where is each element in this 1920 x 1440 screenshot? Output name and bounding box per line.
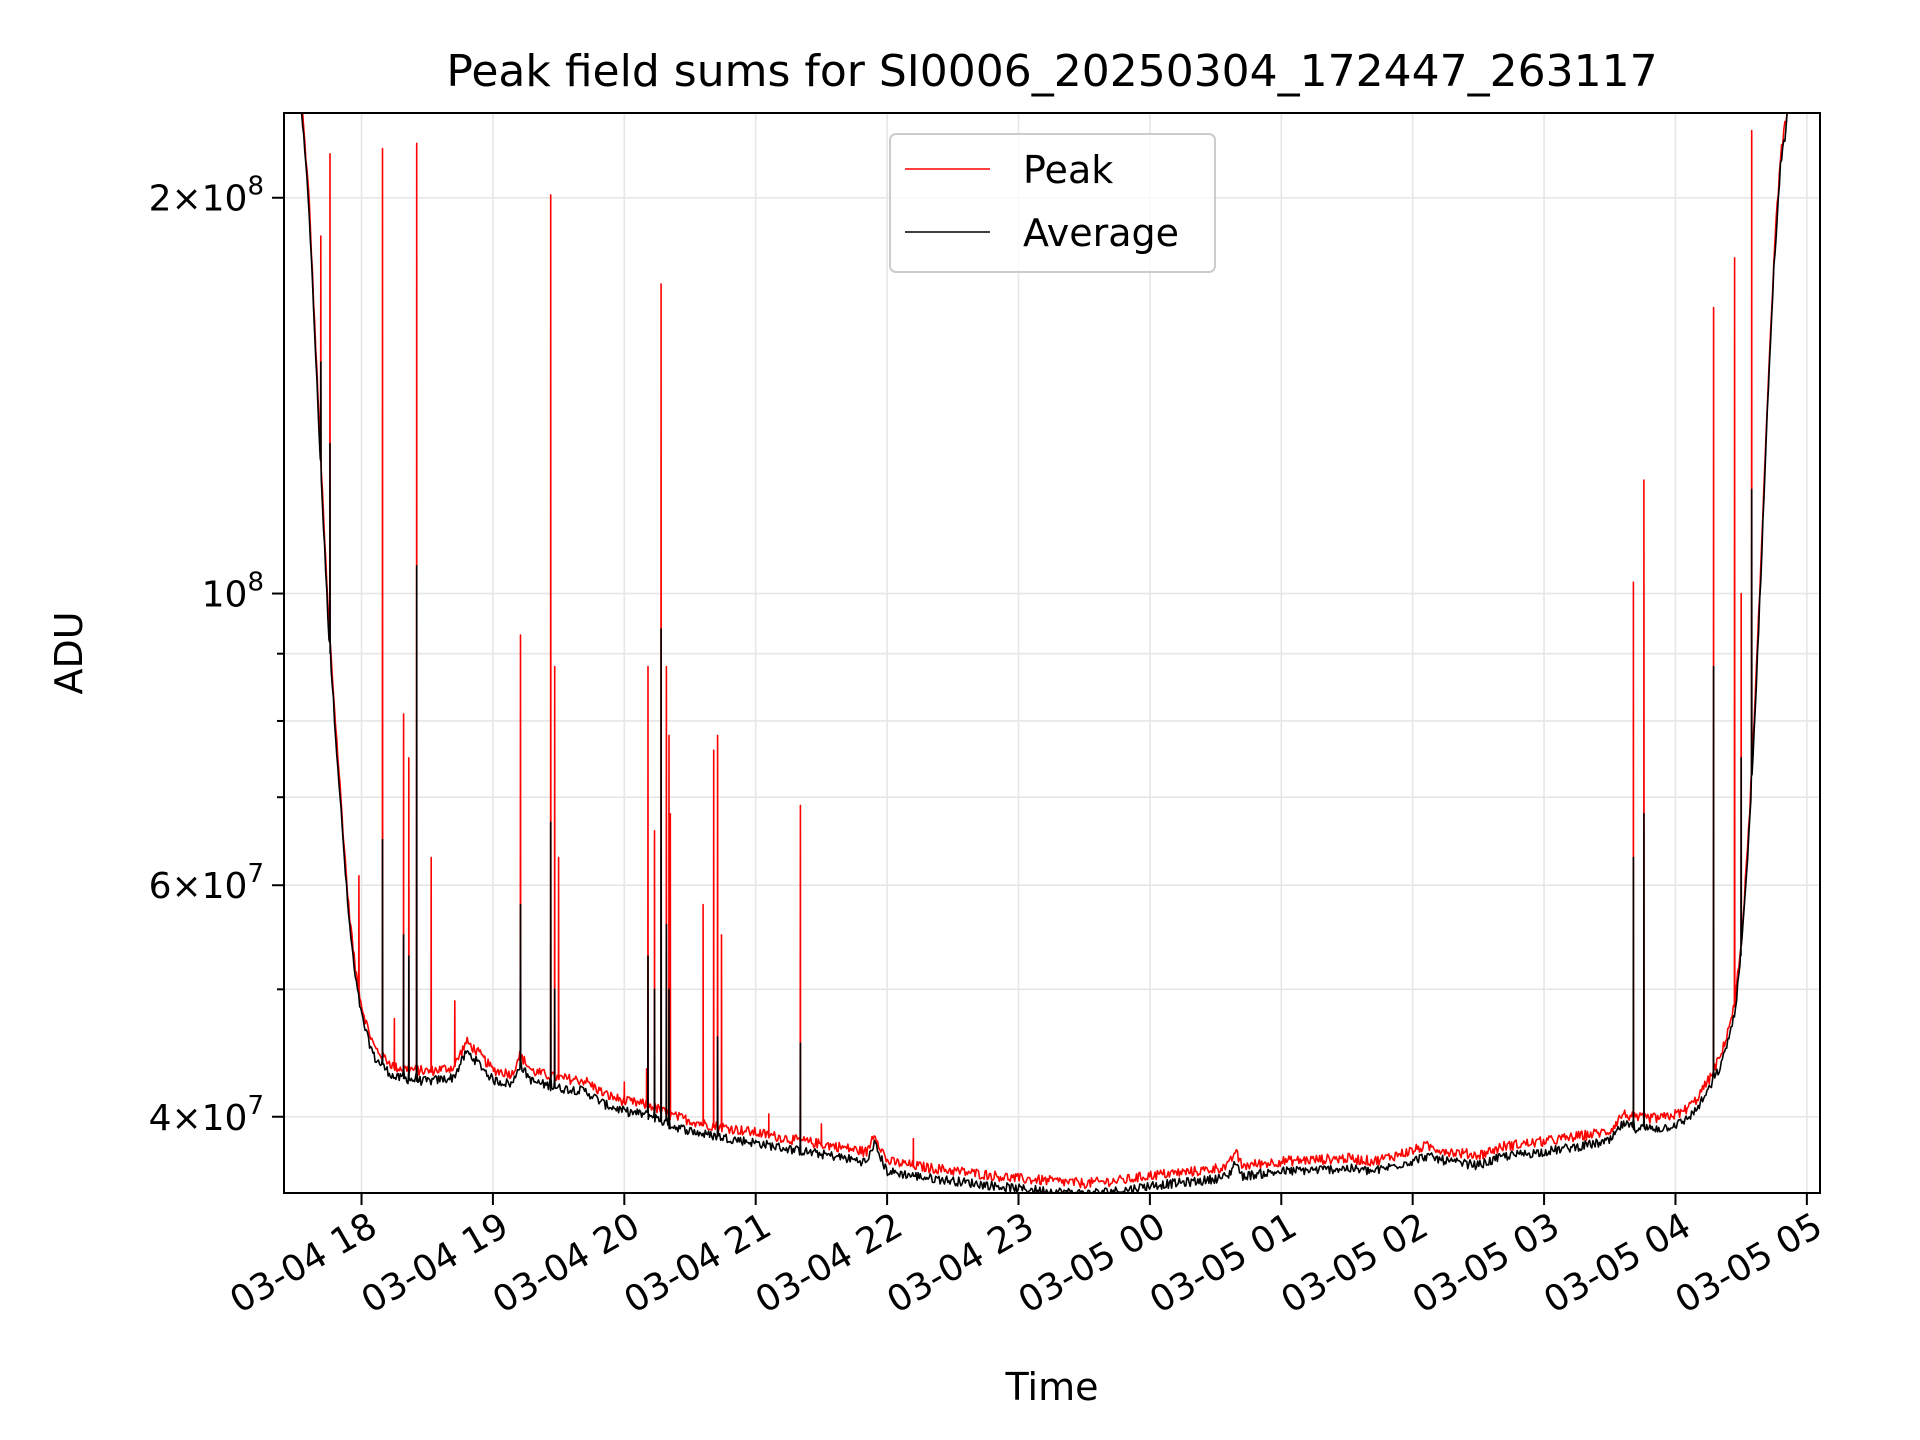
y-axis-label: ADU — [47, 611, 91, 694]
legend-peak-label: Peak — [1023, 148, 1113, 192]
y-axis-ticks: 4×107 6×107 108 2×108 — [149, 172, 284, 1139]
chart-title: Peak field sums for SI0006_20250304_1724… — [446, 46, 1657, 97]
series-line-peak — [284, 112, 1820, 1190]
y-tick-label: 108 — [202, 568, 264, 616]
x-axis-label: Time — [1005, 1365, 1099, 1409]
y-tick-label: 4×107 — [149, 1091, 264, 1139]
y-tick-label: 6×107 — [149, 859, 264, 907]
grid — [284, 113, 1820, 1193]
legend-average-label: Average — [1023, 211, 1179, 255]
legend: Peak Average — [889, 133, 1216, 273]
y-tick-label: 2×108 — [149, 172, 264, 220]
